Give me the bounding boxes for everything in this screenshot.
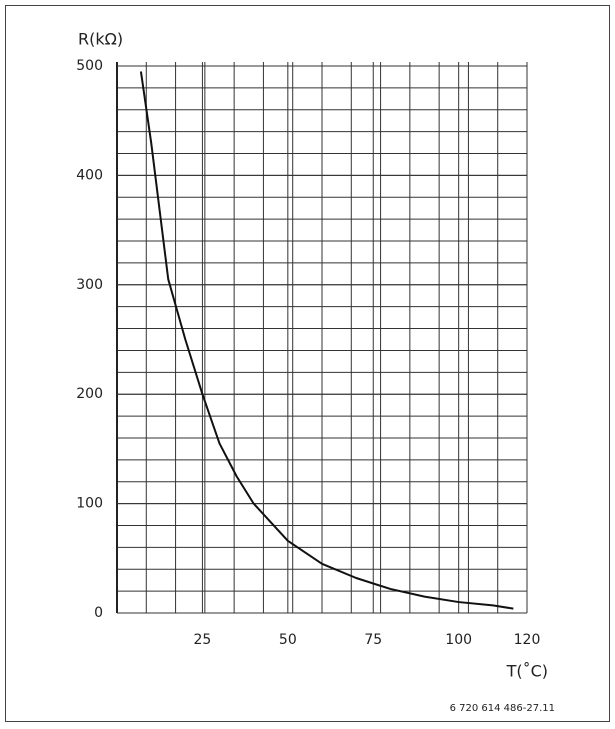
frame	[5, 5, 610, 722]
y-tick-label: 0	[94, 605, 103, 621]
x-axis-label: T(˚C)	[506, 662, 548, 681]
y-tick-label: 500	[76, 58, 103, 74]
footnote: 6 720 614 486-27.11	[450, 703, 555, 714]
y-tick-label: 300	[76, 277, 103, 293]
x-tick-label: 50	[279, 632, 297, 648]
x-tick-label: 100	[445, 632, 472, 648]
y-tick-label: 200	[76, 386, 103, 402]
y-tick-label: 100	[76, 496, 103, 512]
x-tick-label: 120	[514, 632, 541, 648]
y-axis-label: R(kΩ)	[78, 30, 123, 49]
x-tick-label: 25	[194, 632, 212, 648]
x-tick-label: 75	[364, 632, 382, 648]
curve	[139, 71, 514, 610]
y-tick-label: 400	[76, 167, 103, 183]
